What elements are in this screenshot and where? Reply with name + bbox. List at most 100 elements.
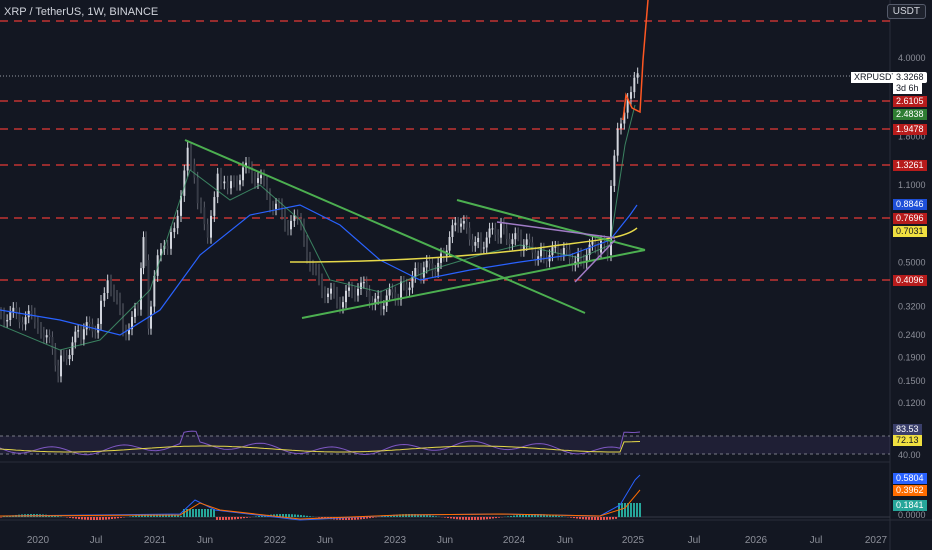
macd-histogram-bar — [54, 515, 56, 517]
candle-body — [485, 237, 488, 248]
macd-histogram-bar — [579, 517, 581, 519]
rsi-ma-line — [0, 441, 641, 453]
currency-selector[interactable]: USDT — [886, 4, 926, 19]
candle-body — [190, 147, 192, 165]
macd-histogram-bar — [219, 517, 221, 520]
macd-histogram-bar — [456, 517, 458, 520]
candle-body — [145, 237, 147, 261]
x-tick-label: 2023 — [384, 535, 407, 546]
candle-body — [147, 260, 150, 329]
macd-histogram-bar — [417, 514, 419, 517]
macd-histogram-bar — [165, 514, 167, 517]
macd-histogram-bar — [243, 517, 245, 519]
macd-histogram-bar — [174, 515, 176, 517]
x-tick-label: 2024 — [503, 535, 526, 546]
candle-body — [405, 284, 408, 291]
candle-body — [45, 335, 48, 338]
x-tick-label: Jul — [810, 535, 823, 546]
macd-histogram-bar — [615, 517, 617, 519]
candle-body — [497, 234, 500, 238]
candle-body — [88, 322, 91, 325]
candle-body — [196, 177, 199, 204]
candle-body — [318, 269, 320, 280]
candle-body — [57, 365, 60, 377]
macd-histogram-bar — [480, 517, 482, 520]
candle-body — [545, 257, 548, 262]
macd-histogram-bar — [489, 517, 491, 519]
candle-body — [623, 112, 626, 124]
candle-body — [122, 308, 124, 331]
y-tick-label: 0.5000 — [898, 258, 926, 268]
candle-body — [488, 228, 491, 238]
candle-body — [226, 181, 229, 189]
y-tick-label: 0.1200 — [898, 398, 926, 408]
candle-body — [193, 164, 196, 178]
macd-histogram-bar — [189, 509, 191, 517]
candle-body — [97, 323, 100, 333]
candle-body — [434, 270, 437, 272]
macd-histogram-bar — [57, 516, 59, 517]
blue-moving-average — [0, 204, 638, 336]
macd-line — [0, 474, 641, 521]
candle-body — [30, 310, 33, 314]
candle-body — [474, 242, 477, 246]
x-tick-label: Jul — [688, 535, 701, 546]
macd-histogram-bar — [300, 515, 302, 517]
macd-histogram-bar — [540, 514, 542, 517]
macd-histogram-bar — [573, 517, 575, 519]
candle-body — [254, 177, 256, 183]
candle-body — [345, 290, 347, 303]
macd-histogram-bar — [195, 509, 197, 517]
candle-body — [82, 329, 85, 340]
candle-body — [394, 292, 397, 300]
macd-histogram-bar — [297, 514, 299, 517]
macd-histogram-bar — [390, 515, 392, 517]
candle-body — [94, 331, 97, 333]
candle-body — [440, 253, 442, 263]
macd-histogram-bar — [93, 517, 95, 520]
macd-histogram-bar — [75, 517, 77, 519]
macd-histogram-bar — [306, 515, 308, 517]
macd-histogram-bar — [291, 514, 293, 517]
macd-histogram-bar — [450, 517, 452, 519]
macd-histogram-bar — [198, 509, 200, 517]
candle-body — [560, 254, 562, 256]
macd-histogram-bar — [180, 515, 182, 517]
macd-histogram-bar — [528, 514, 530, 517]
macd-histogram-bar — [462, 517, 464, 520]
macd-histogram-bar — [222, 517, 224, 520]
candle-body — [442, 253, 445, 256]
candle-body — [54, 348, 57, 366]
x-tick-label: 2022 — [264, 535, 287, 546]
candle-body — [213, 197, 216, 216]
candle-body — [591, 241, 594, 245]
candle-body — [296, 215, 299, 219]
macd-histogram-bar — [345, 517, 347, 520]
macd-histogram-bar — [318, 517, 320, 518]
x-tick-label: Jun — [197, 535, 213, 546]
macd-histogram-bar — [96, 517, 98, 520]
candle-body — [303, 224, 305, 241]
candle-body — [284, 213, 286, 226]
candle-body — [400, 281, 402, 300]
macd-histogram-bar — [234, 517, 236, 520]
level-tag: 0.7696 — [893, 213, 927, 224]
macd-histogram-bar — [111, 517, 113, 520]
macd-histogram-bar — [426, 515, 428, 517]
upper-trendline — [456, 199, 646, 251]
candle-body — [460, 223, 462, 227]
candle-body — [565, 248, 568, 250]
candle-body — [580, 253, 582, 261]
candle-body — [166, 245, 169, 249]
candle-body — [626, 98, 629, 113]
y-tick-label: 0.1500 — [898, 376, 926, 386]
candle-body — [468, 227, 471, 240]
macd-histogram-bar — [168, 514, 170, 517]
candle-body — [528, 239, 531, 243]
candle-body — [357, 288, 359, 296]
candle-body — [321, 279, 323, 293]
macd-histogram-bar — [171, 514, 173, 517]
macd-signal-line — [0, 489, 641, 520]
candle-body — [216, 173, 219, 198]
